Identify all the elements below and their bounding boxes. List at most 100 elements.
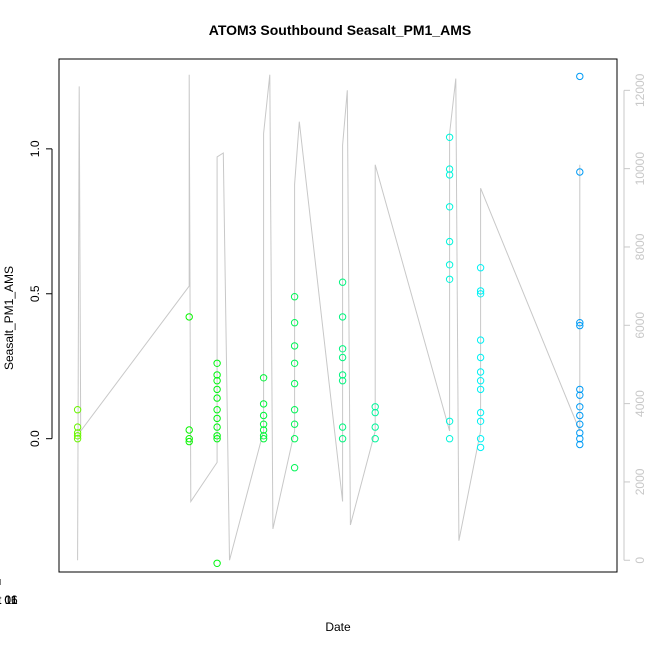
scatter-point [476, 287, 485, 295]
x-axis: Oct 01Oct 06Oct 11 [0, 579, 18, 607]
scatter-point [290, 342, 299, 350]
scatter-point [338, 278, 347, 286]
scatter-point [445, 275, 454, 283]
scatter-point [213, 406, 221, 414]
scatter-point [476, 353, 485, 362]
scatter-point [338, 313, 347, 321]
scatter-point [290, 379, 299, 388]
scatter-point [185, 435, 193, 443]
scatter-point [259, 400, 268, 408]
scatter-point [290, 406, 299, 414]
secondary-line-path [77, 74, 581, 561]
scatter-point [73, 423, 82, 431]
plot-frame [58, 58, 618, 573]
y-axis: 0.0 0.5 1.0 [28, 140, 53, 447]
scatter-point [476, 336, 485, 344]
scatter-series [73, 72, 584, 567]
scatter-point [445, 171, 454, 179]
chart-title: ATOM3 Southbound Seasalt_PM1_AMS [209, 22, 471, 38]
y2-tick-label: 4000 [633, 390, 647, 417]
scatter-point [73, 406, 82, 414]
scatter-point [371, 408, 379, 417]
scatter-point [290, 359, 299, 367]
scatter-point [213, 385, 221, 394]
y2-axis: 0 2000 4000 6000 8000 10000 12000 [623, 73, 647, 564]
scatter-point [290, 435, 299, 443]
scatter-point [213, 394, 221, 402]
scatter-point [213, 432, 221, 440]
scatter-point [371, 423, 379, 431]
scatter-point [576, 72, 584, 81]
scatter-point [476, 264, 485, 272]
secondary-line-series [77, 74, 581, 561]
scatter-point [259, 411, 268, 420]
scatter-point [445, 203, 454, 211]
scatter-point [576, 321, 584, 330]
scatter-point [576, 391, 584, 399]
scatter-point [213, 559, 221, 567]
scatter-point [576, 435, 584, 443]
scatter-point [338, 345, 347, 353]
y-axis-label: Seasalt_PM1_AMS [2, 266, 16, 370]
scatter-point [476, 368, 485, 376]
scatter-point [576, 403, 584, 411]
scatter-point [213, 435, 221, 443]
scatter-point [476, 408, 485, 417]
scatter-point [476, 290, 485, 298]
scatter-point [445, 133, 454, 142]
y2-tick-label: 6000 [633, 312, 647, 339]
scatter-point [338, 423, 347, 431]
scatter-point [476, 435, 485, 443]
scatter-point [576, 385, 584, 394]
scatter-point [290, 420, 299, 428]
scatter-point [213, 371, 221, 379]
scatter-point [371, 403, 379, 411]
scatter-point [371, 435, 379, 443]
scatter-point [445, 237, 454, 246]
scatter-point [476, 377, 485, 385]
scatter-point [338, 435, 347, 443]
y2-tick-label: 8000 [633, 233, 647, 260]
y2-tick-label: 2000 [633, 468, 647, 495]
scatter-point [290, 319, 299, 327]
scatter-point [476, 417, 485, 425]
scatter-point [213, 359, 221, 367]
scatter-point [185, 426, 193, 434]
scatter-point [213, 423, 221, 431]
x-axis-label: Date [325, 620, 351, 634]
scatter-point [338, 353, 347, 362]
scatter-point [259, 432, 268, 440]
x-tick-label: Oct 11 [0, 593, 18, 607]
scatter-point [338, 377, 347, 385]
scatter-point [476, 443, 485, 452]
scatter-point [259, 420, 268, 428]
scatter-point [73, 429, 82, 437]
scatter-point [576, 440, 584, 449]
y2-tick-label: 0 [633, 557, 647, 564]
scatter-point [576, 168, 584, 176]
scatter-point [259, 374, 268, 382]
scatter-point [213, 377, 221, 385]
scatter-point [259, 426, 268, 434]
x-tick-label: Oct 01 [0, 593, 18, 607]
y2-tick-label: 12000 [633, 73, 647, 107]
y2-tick-label: 10000 [633, 152, 647, 186]
y-tick-label: 0.5 [28, 285, 42, 302]
scatter-point [576, 319, 584, 327]
scatter-point [185, 313, 193, 321]
scatter-point [576, 420, 584, 428]
scatter-point [185, 437, 193, 446]
scatter-point [576, 411, 584, 420]
y-tick-label: 1.0 [28, 140, 42, 157]
scatter-point [476, 385, 485, 394]
scatter-point [445, 417, 454, 425]
scatter-point [445, 165, 454, 173]
scatter-point [338, 371, 347, 379]
scatter-point [259, 435, 268, 443]
scatter-point [290, 293, 299, 301]
scatter-point [290, 464, 299, 472]
scatter-point [73, 432, 82, 440]
scatter-point [445, 261, 454, 269]
scatter-point [445, 435, 454, 443]
